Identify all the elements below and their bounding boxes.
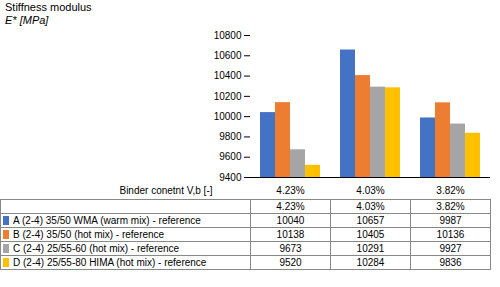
svg-text:10200: 10200 [214,91,242,102]
html-text:D (2-4) 25/55-80 HIMA (hot mix: D (2-4) 25/55-80 HIMA (hot mix) - refere… [13,257,207,268]
svg-text:9400: 9400 [219,172,242,183]
html-text:9520: 9520 [279,257,302,268]
html-text:10138: 10138 [276,229,305,240]
html-text:E* [MPa]: E* [MPa] [5,14,49,26]
html-text:9987: 9987 [439,215,462,226]
svg-text:10400: 10400 [214,70,242,81]
html-text:10136: 10136 [436,229,465,240]
html-text:3.82%: 3.82% [436,201,465,212]
html-text:10040: 10040 [276,215,305,226]
svg-text:Binder conetnt V,b [-]: Binder conetnt V,b [-] [119,185,212,196]
svg-text:4.03%: 4.03% [356,185,384,196]
html-text:10291: 10291 [356,243,385,254]
svg-text:10600: 10600 [214,50,242,61]
html-text:9836: 9836 [439,257,462,268]
svg-text:10000: 10000 [214,111,242,122]
svg-text:9600: 9600 [219,151,242,162]
html-text:9673: 9673 [279,243,302,254]
svg-text:10800: 10800 [214,30,242,41]
html-text:10657: 10657 [356,215,385,226]
html-text:10405: 10405 [356,229,385,240]
html-text:4.03%: 4.03% [356,201,385,212]
html-text:B (2-4) 35/50 (hot mix) - refe: B (2-4) 35/50 (hot mix) - reference [13,229,165,240]
html-text:10284: 10284 [356,257,385,268]
svg-text:3.82%: 3.82% [436,185,464,196]
html-text:9927: 9927 [439,243,462,254]
html-text:4.23%: 4.23% [276,201,305,212]
html-text:Stiffness modulus: Stiffness modulus [5,1,92,13]
svg-text:4.23%: 4.23% [276,185,304,196]
html-text:C (2-4) 25/55-60 (hot mix) - r: C (2-4) 25/55-60 (hot mix) - reference [13,243,180,254]
html-text:A (2-4) 35/50 WMA (warm mix) -: A (2-4) 35/50 WMA (warm mix) - reference [13,215,201,226]
svg-text:9800: 9800 [219,131,242,142]
